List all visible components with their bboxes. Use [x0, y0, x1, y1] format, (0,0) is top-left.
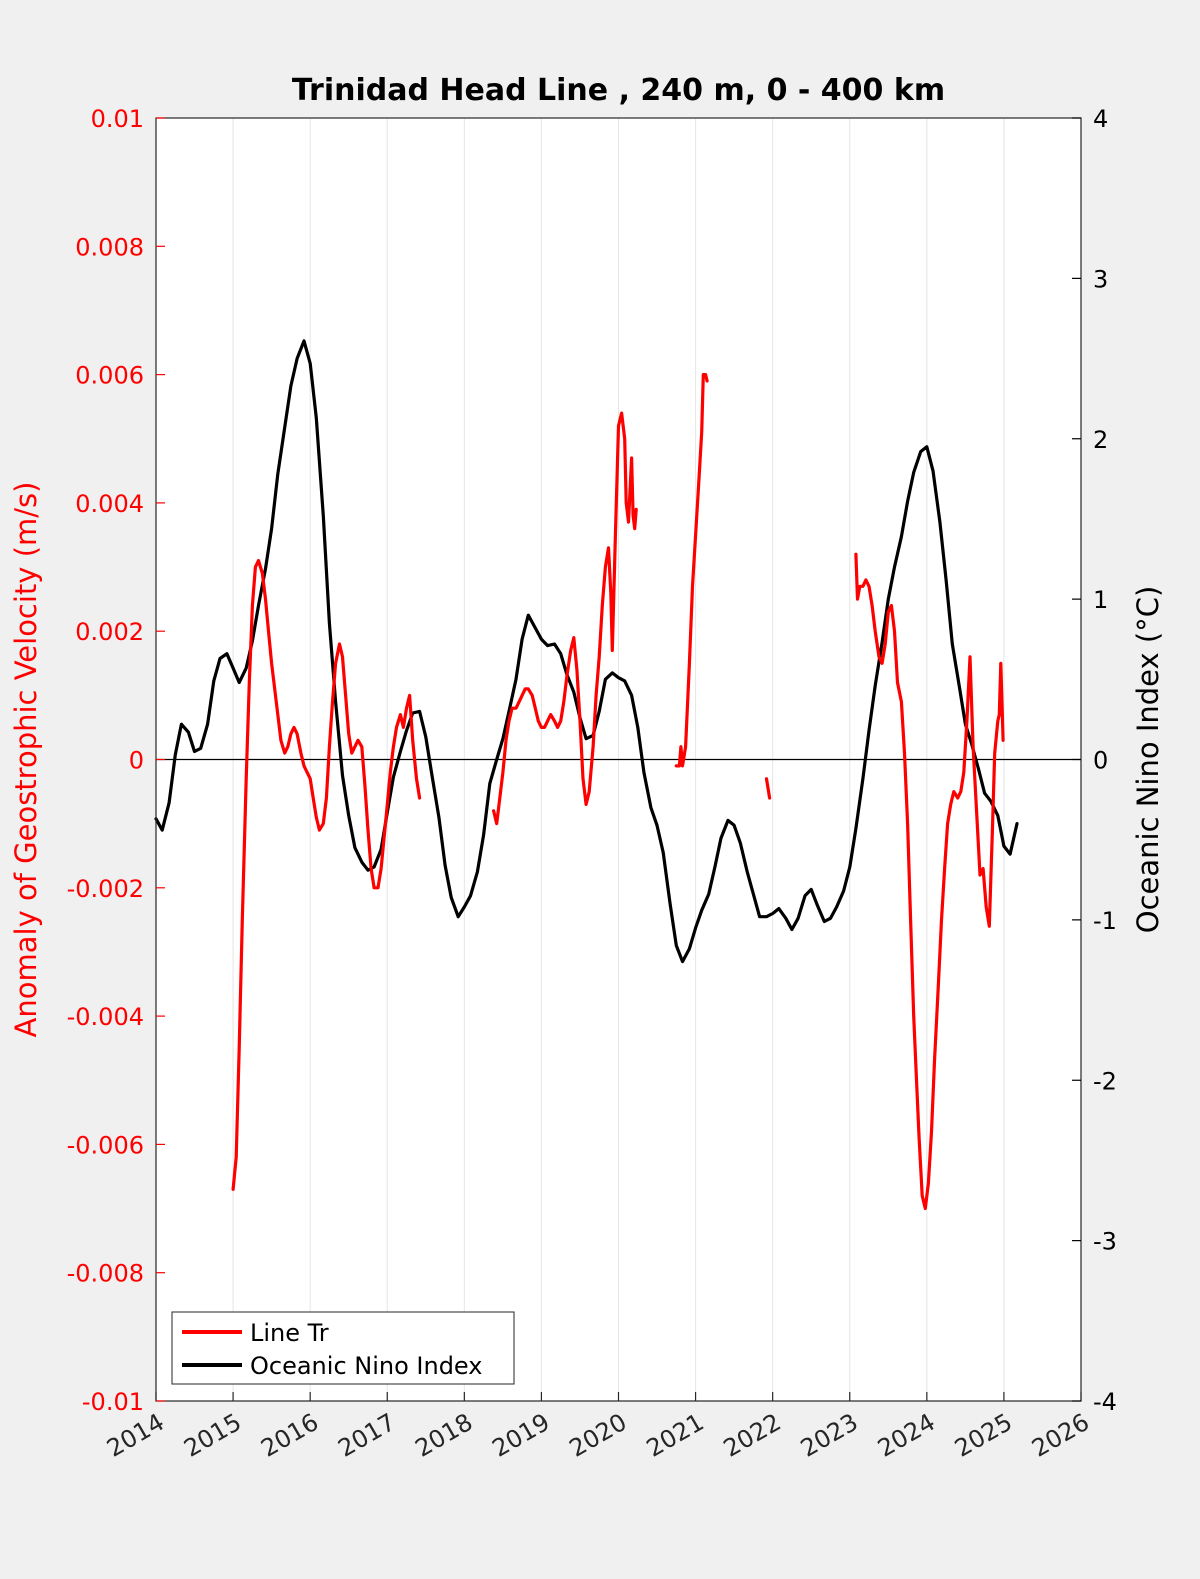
x-tick-label: 2018 — [410, 1408, 477, 1463]
left-y-tick-label: -0.004 — [67, 1003, 144, 1031]
right-y-tick-label: -2 — [1093, 1067, 1117, 1095]
x-tick-label: 2026 — [1027, 1408, 1094, 1463]
left-y-tick-label: 0.008 — [75, 233, 144, 261]
legend-box — [171, 1311, 515, 1385]
x-tick-label: 2021 — [642, 1408, 709, 1463]
right-y-tick-label: 1 — [1093, 586, 1108, 614]
x-tick-label: 2025 — [950, 1408, 1017, 1463]
right-y-tick-label: 4 — [1093, 105, 1108, 133]
right-y-axis-label: Oceanic Nino Index (°C) — [1131, 586, 1165, 934]
x-tick-label: 2023 — [796, 1408, 863, 1463]
series-line-oceanic-nino-index — [154, 339, 1019, 964]
left-y-tick-label: -0.006 — [67, 1131, 144, 1159]
series-layer — [154, 339, 1019, 1211]
right-y-tick-label: 2 — [1093, 426, 1108, 454]
legend-label-oceanic-nino-index: Oceanic Nino Index — [250, 1352, 482, 1380]
right-y-tick-label: -4 — [1093, 1388, 1117, 1416]
left-y-axis-tick-labels: -0.01 -0.008 -0.006 -0.004 -0.002 0 0.002 0.004… — [67, 105, 144, 1416]
x-tick-label: 2016 — [256, 1408, 323, 1463]
legend: Line Tr Oceanic Nino Index — [171, 1311, 515, 1385]
left-y-tick-label: -0.01 — [82, 1388, 144, 1416]
left-y-tick-label: 0 — [129, 747, 144, 775]
x-axis-tick-labels: 2014 2015 2016 2017 2018 2019 2020 2021 2022 2023… — [102, 1408, 1094, 1463]
left-y-tick-label: 0.004 — [75, 490, 144, 518]
left-y-tick-label: -0.002 — [67, 875, 144, 903]
x-tick-label: 2024 — [873, 1408, 940, 1463]
left-y-tick-label: 0.002 — [75, 618, 144, 646]
left-y-tick-label: -0.008 — [67, 1260, 144, 1288]
x-tick-label: 2020 — [565, 1408, 632, 1463]
left-y-tick-label: 0.006 — [75, 362, 144, 390]
series-line-line-tr-segment — [231, 558, 422, 1191]
x-tick-label: 2014 — [102, 1408, 169, 1463]
x-tick-label: 2017 — [333, 1408, 400, 1463]
right-y-tick-label: 0 — [1093, 747, 1108, 775]
x-tick-label: 2022 — [719, 1408, 786, 1463]
series-line-line-tr-segment — [674, 373, 709, 768]
legend-label-line-tr: Line Tr — [250, 1319, 329, 1347]
series-line-line-tr-segment — [764, 777, 772, 800]
x-tick-label: 2019 — [488, 1408, 555, 1463]
left-y-axis-label: Anomaly of Geostrophic Velocity (m/s) — [9, 482, 43, 1038]
x-tick-label: 2015 — [179, 1408, 246, 1463]
right-y-tick-label: -3 — [1093, 1228, 1117, 1256]
series-line-line-tr-segment — [492, 411, 638, 826]
left-y-tick-label: 0.01 — [91, 105, 144, 133]
right-y-axis-tick-labels: -4 -3 -2 -1 0 1 2 3 4 — [1093, 105, 1117, 1416]
axis-ticks — [155, 117, 1082, 1402]
right-y-tick-label: 3 — [1093, 265, 1108, 293]
right-y-tick-label: -1 — [1093, 907, 1117, 935]
chart-title: Trinidad Head Line , 240 m, 0 - 400 km — [292, 73, 945, 108]
series-line-line-tr-segment — [854, 552, 1005, 1211]
